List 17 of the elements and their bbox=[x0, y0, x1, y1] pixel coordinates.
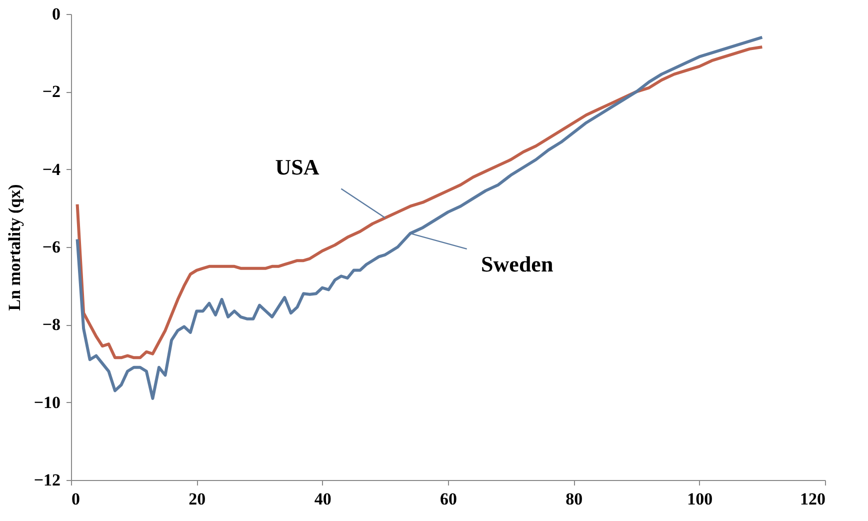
y-tick-label: −2 bbox=[42, 82, 60, 102]
y-tick-label: −8 bbox=[42, 315, 60, 334]
y-tick-label: −4 bbox=[42, 160, 61, 179]
x-tick-label: 40 bbox=[314, 490, 332, 508]
x-tick-label: 100 bbox=[687, 490, 713, 508]
x-tick-label: 0 bbox=[72, 490, 80, 508]
x-tick-label: 80 bbox=[566, 490, 583, 508]
text: Sweden bbox=[481, 251, 554, 276]
x-tick-label: 120 bbox=[800, 490, 826, 508]
text: USA bbox=[275, 154, 320, 180]
y-tick-label: 0 bbox=[52, 4, 60, 24]
y-tick-label: −10 bbox=[34, 392, 60, 412]
y-tick-label: −6 bbox=[42, 238, 60, 256]
x-tick-label: 20 bbox=[188, 490, 206, 508]
x-tick-label: 60 bbox=[440, 490, 457, 508]
y-tick-label: −12 bbox=[34, 470, 60, 490]
y-axis-title: Ln mortality (qx) bbox=[4, 184, 24, 311]
